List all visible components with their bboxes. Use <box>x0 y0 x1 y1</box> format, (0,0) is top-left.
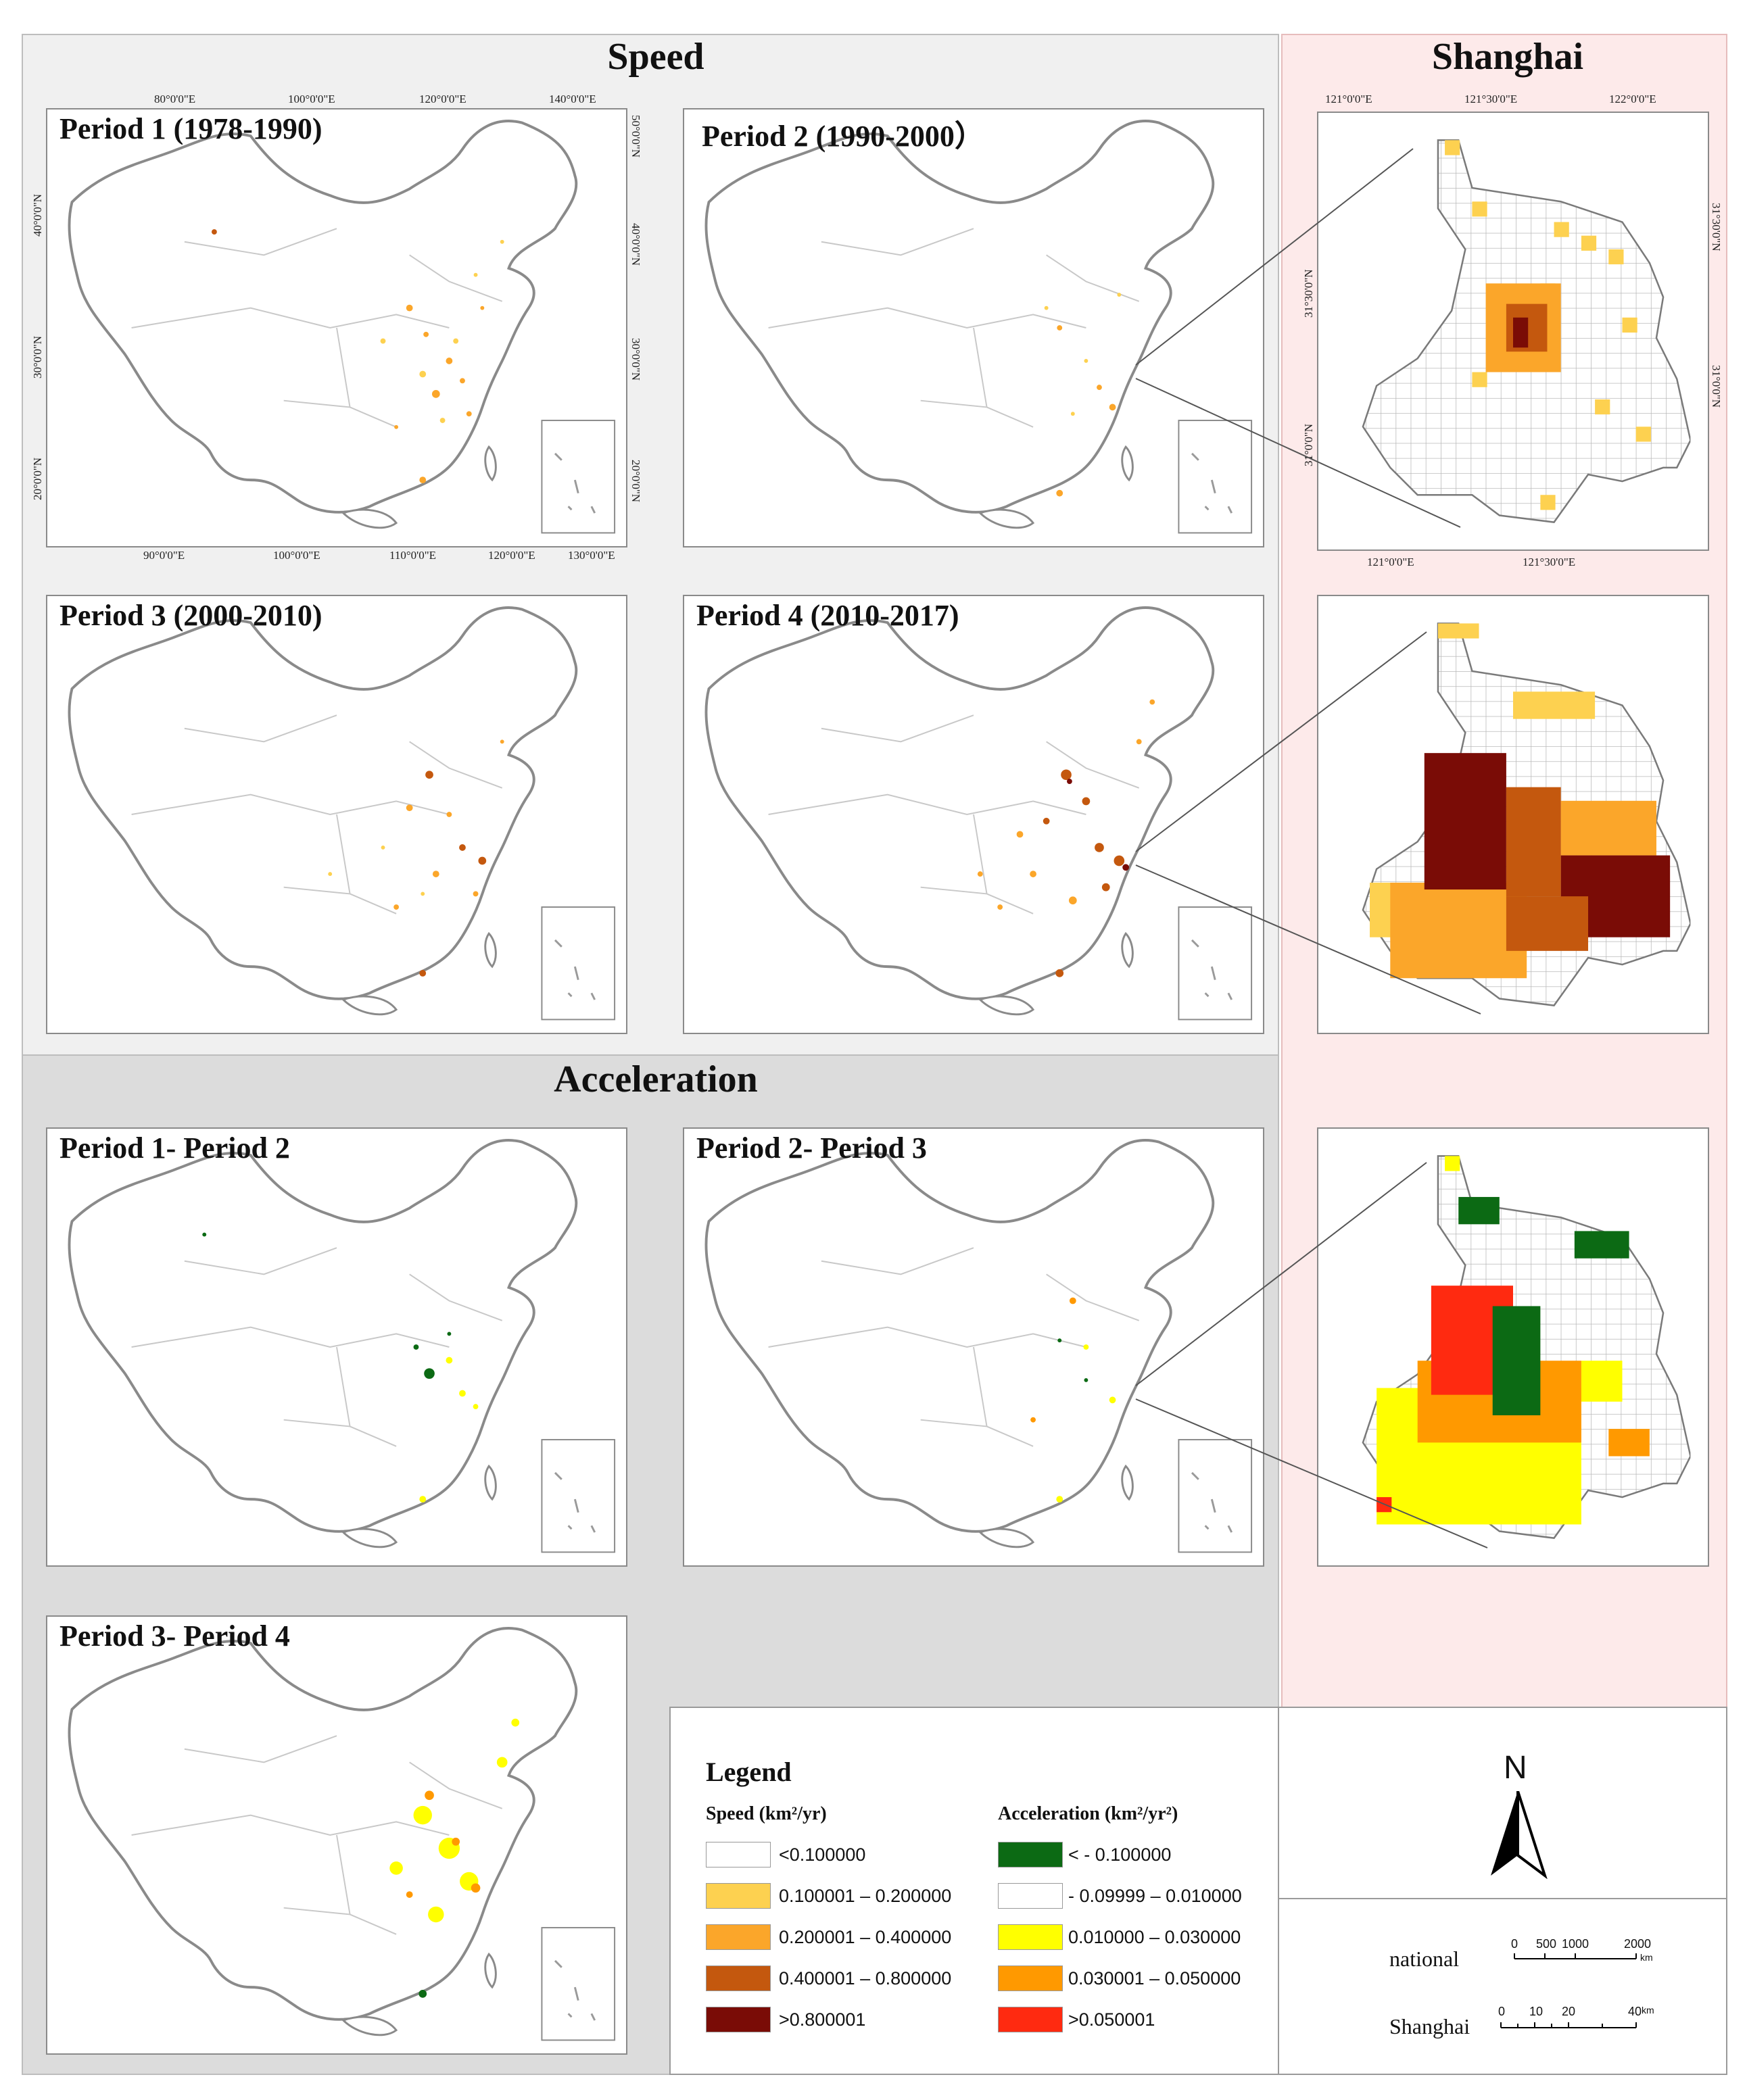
legend-speed-label: 0.200001 – 0.400000 <box>779 1927 952 1947</box>
tick-top-lon: 80°0'0"E <box>154 93 196 105</box>
legend-speed-label: 0.100001 – 0.200000 <box>779 1886 952 1906</box>
scale-tick: 20 <box>1562 2005 1576 2018</box>
panel-title-acc-1-2: Period 1- Period 2 <box>59 1131 290 1165</box>
legend-title: Legend <box>706 1757 792 1787</box>
map-panel-period-3 <box>46 595 627 1034</box>
sh-tick-top: 121°0'0"E <box>1325 93 1372 105</box>
map-panel-acc-2-3 <box>683 1127 1264 1567</box>
map-panel-acc-1-2 <box>46 1127 627 1567</box>
china-map-period-4 <box>684 596 1263 1033</box>
china-map-period-2 <box>684 109 1263 546</box>
north-label: N <box>1504 1750 1527 1786</box>
legend-acc-label: 0.010000 – 0.030000 <box>1068 1927 1241 1947</box>
panel-title-period-1: Period 1 (1978-1990) <box>59 112 322 145</box>
shanghai-inset-acc <box>1318 1129 1708 1565</box>
legend-divider <box>1278 1707 1279 2075</box>
tick-top-lon: 140°0'0"E <box>549 93 596 105</box>
scale-national-label: national <box>1389 1947 1460 1971</box>
swatch-acc-4 <box>998 2007 1063 2032</box>
map-panel-period-4 <box>683 595 1264 1034</box>
shanghai-inset-speed-b <box>1318 596 1708 1033</box>
shanghai-map-period-4 <box>1317 595 1709 1034</box>
legend-acc-label: 0.030001 – 0.050000 <box>1068 1968 1241 1988</box>
tick-top-lon: 120°0'0"E <box>419 93 466 105</box>
swatch-acc-1 <box>998 1883 1063 1909</box>
tick-bottom-lon: 130°0'0"E <box>568 549 615 562</box>
shanghai-inset-speed-a <box>1318 113 1708 550</box>
scale-tick: 10 <box>1529 2005 1543 2018</box>
tick-bottom-lon: 100°0'0"E <box>273 549 320 562</box>
scale-tick: 0 <box>1511 1937 1518 1951</box>
shanghai-map-period-2 <box>1317 112 1709 551</box>
legend-box <box>669 1707 1727 2075</box>
swatch-acc-0 <box>998 1842 1063 1867</box>
scale-tick: 2000 <box>1624 1937 1652 1951</box>
scale-tick: 1000 <box>1562 1937 1589 1951</box>
sh-tick-top: 121°30'0"E <box>1464 93 1518 105</box>
china-map-period-1 <box>47 109 626 546</box>
map-panel-period-2 <box>683 108 1264 547</box>
legend-speed-heading: Speed (km²/yr) <box>706 1803 827 1824</box>
panel-title-acc-3-4: Period 3- Period 4 <box>59 1619 290 1653</box>
swatch-speed-4 <box>706 2007 771 2032</box>
map-panel-acc-3-4 <box>46 1615 627 2055</box>
legend-acc-label: >0.050001 <box>1068 2009 1155 2030</box>
swatch-speed-3 <box>706 1965 771 1991</box>
panel-title-period-4: Period 4 (2010-2017) <box>696 599 959 632</box>
north-arrow-icon <box>1491 1791 1548 1879</box>
sh-tick-bottom: 121°30'0"E <box>1523 556 1576 568</box>
scale-bar-national <box>1514 1953 1637 1959</box>
swatch-speed-0 <box>706 1842 771 1867</box>
scale-tick: 500 <box>1536 1937 1557 1951</box>
china-map-acc-3-4 <box>47 1617 626 2053</box>
legend-acc-heading: Acceleration (km²/yr²) <box>998 1803 1178 1824</box>
swatch-speed-1 <box>706 1883 771 1909</box>
legend-acc-label: < - 0.100000 <box>1068 1845 1172 1865</box>
legend-speed-label: 0.400001 – 0.800000 <box>779 1968 952 1988</box>
legend-speed-label: >0.800001 <box>779 2009 866 2030</box>
legend-divider <box>1278 1898 1727 1899</box>
scale-shanghai-label: Shanghai <box>1389 2014 1470 2038</box>
panel-title-acc-2-3: Period 2- Period 3 <box>696 1131 927 1165</box>
panel-title-period-2: Period 2 (1990-2000） <box>702 120 984 153</box>
china-map-period-3 <box>47 596 626 1033</box>
legend-speed-label: <0.100000 <box>779 1845 866 1865</box>
tick-bottom-lon: 110°0'0"E <box>389 549 437 562</box>
tick-top-lon: 100°0'0"E <box>288 93 335 105</box>
scale-unit: km <box>1640 1952 1653 1963</box>
china-map-acc-1-2 <box>47 1129 626 1565</box>
speed-title: Speed <box>607 36 704 78</box>
legend-acc-label: - 0.09999 – 0.010000 <box>1068 1886 1242 1906</box>
tick-bottom-lon: 120°0'0"E <box>488 549 535 562</box>
swatch-speed-2 <box>706 1924 771 1950</box>
swatch-acc-3 <box>998 1965 1063 1991</box>
sh-tick-bottom: 121°0'0"E <box>1367 556 1414 568</box>
scale-tick: 40 <box>1628 2005 1642 2018</box>
scale-tick: 0 <box>1498 2005 1506 2018</box>
scale-bar-shanghai <box>1500 2022 1637 2028</box>
scale-unit: km <box>1642 2005 1654 2016</box>
swatch-acc-2 <box>998 1924 1063 1950</box>
acceleration-title: Acceleration <box>554 1058 758 1100</box>
tick-bottom-lon: 90°0'0"E <box>143 549 185 562</box>
panel-title-period-3: Period 3 (2000-2010) <box>59 599 322 632</box>
sh-tick-top: 122°0'0"E <box>1609 93 1656 105</box>
china-map-acc-2-3 <box>684 1129 1263 1565</box>
shanghai-map-acc <box>1317 1127 1709 1567</box>
map-panel-period-1 <box>46 108 627 547</box>
shanghai-title: Shanghai <box>1431 36 1584 78</box>
